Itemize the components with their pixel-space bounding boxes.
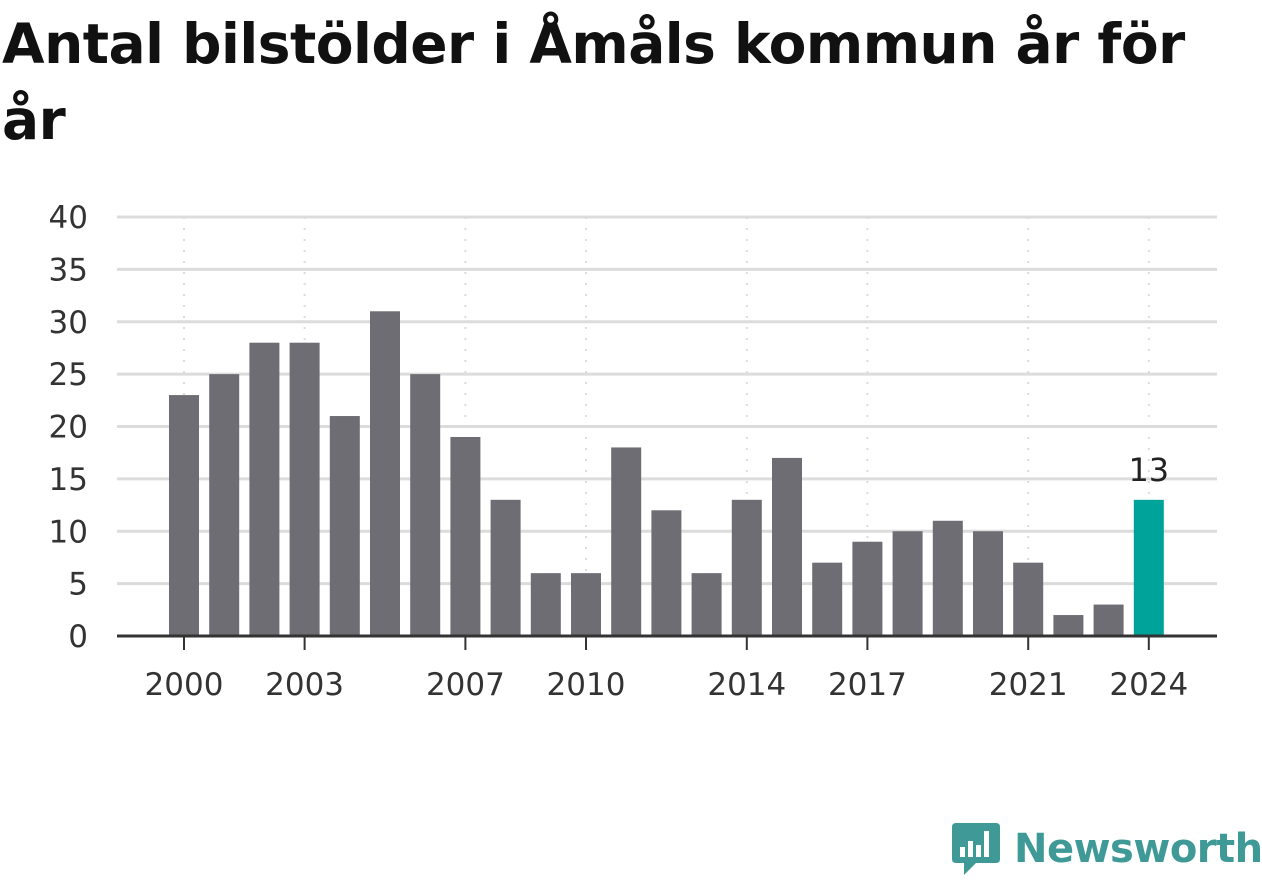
- y-tick-label: 0: [68, 619, 88, 655]
- bar: [852, 541, 883, 636]
- bar: [410, 374, 441, 636]
- bar: [812, 562, 843, 636]
- bar: [289, 342, 320, 636]
- bar: [691, 573, 722, 636]
- logo-text: Newsworthy: [1014, 826, 1262, 872]
- x-tick-label: 2000: [145, 667, 224, 703]
- x-tick-label: 2021: [989, 667, 1068, 703]
- bar: [892, 531, 923, 636]
- bar: [209, 374, 240, 636]
- bar: [329, 416, 360, 636]
- bar: [450, 436, 481, 636]
- bar: [973, 531, 1003, 636]
- x-tick-label: 2014: [707, 667, 786, 703]
- y-tick-label: 35: [49, 252, 88, 288]
- x-tick-label: 2003: [265, 667, 344, 703]
- x-tick-label: 2010: [547, 667, 626, 703]
- bars: [169, 311, 1164, 636]
- data-label-highlight: 13: [1128, 451, 1169, 489]
- axes: [117, 634, 1217, 650]
- bar: [530, 573, 561, 636]
- y-tick-label: 40: [49, 200, 88, 236]
- bar: [1053, 615, 1084, 636]
- bar: [1013, 562, 1044, 636]
- chart-title: Antal bilstölder i Åmåls kommun år för å…: [2, 12, 1185, 152]
- bar: [651, 510, 682, 636]
- y-tick-label: 10: [49, 514, 88, 550]
- y-tick-label: 5: [68, 567, 88, 603]
- bar: [772, 457, 802, 636]
- newsworthy-chart-bubble-icon: [952, 823, 1000, 875]
- x-tick-label: 2017: [828, 667, 907, 703]
- bar: [249, 342, 280, 636]
- bar: [731, 499, 762, 636]
- x-tick-label: 2007: [426, 667, 505, 703]
- bar: [932, 520, 963, 636]
- bar: [571, 573, 601, 636]
- bar: [490, 499, 521, 636]
- y-tick-label: 20: [49, 410, 88, 446]
- newsworthy-logo: Newsworthy: [950, 818, 1262, 880]
- x-tick-label: 2024: [1109, 667, 1188, 703]
- labels: 0 5 10 15 20 25 30 35 40 2000 2003 2007 2010 2014 2017…: [49, 200, 1189, 703]
- bar: [169, 395, 199, 636]
- bar-highlight: [1133, 499, 1164, 636]
- y-tick-label: 25: [49, 357, 88, 393]
- y-tick-label: 15: [49, 462, 88, 498]
- bar: [370, 311, 400, 636]
- y-tick-label: 30: [49, 305, 88, 341]
- bar: [611, 447, 642, 636]
- bar: [1093, 604, 1124, 636]
